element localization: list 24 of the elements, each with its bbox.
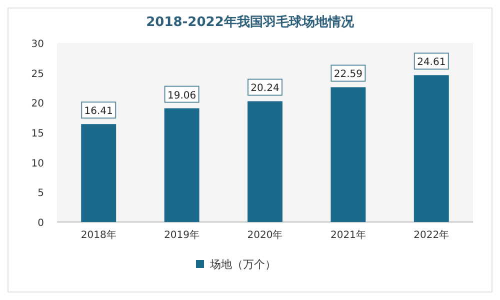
- y-tick-label: 15: [31, 128, 44, 140]
- y-tick-label: 20: [31, 98, 44, 110]
- bar: [81, 124, 116, 222]
- x-tick-label: 2019年: [164, 229, 200, 241]
- y-tick-label: 5: [38, 188, 44, 200]
- bar: [164, 108, 200, 222]
- data-label: 20.24: [250, 83, 280, 94]
- data-label: 19.06: [167, 90, 196, 102]
- data-label: 24.61: [417, 57, 446, 68]
- x-tick-label: 2021年: [330, 229, 366, 241]
- y-tick-label: 0: [38, 218, 44, 229]
- bar: [248, 101, 282, 222]
- y-tick-label: 25: [31, 68, 44, 80]
- y-tick-label: 10: [31, 158, 44, 170]
- bar: [330, 87, 366, 222]
- bar: [414, 75, 449, 222]
- x-tick-label: 2020年: [247, 229, 283, 241]
- legend-label: 场地（万个）: [209, 258, 276, 271]
- data-label: 22.59: [334, 69, 363, 80]
- chart-title: 2018-2022年我国羽毛球场地情况: [146, 14, 355, 30]
- x-tick-label: 2018年: [80, 229, 116, 241]
- data-label: 16.41: [84, 106, 113, 118]
- y-tick-label: 30: [31, 39, 44, 50]
- x-tick-label: 2022年: [414, 229, 450, 241]
